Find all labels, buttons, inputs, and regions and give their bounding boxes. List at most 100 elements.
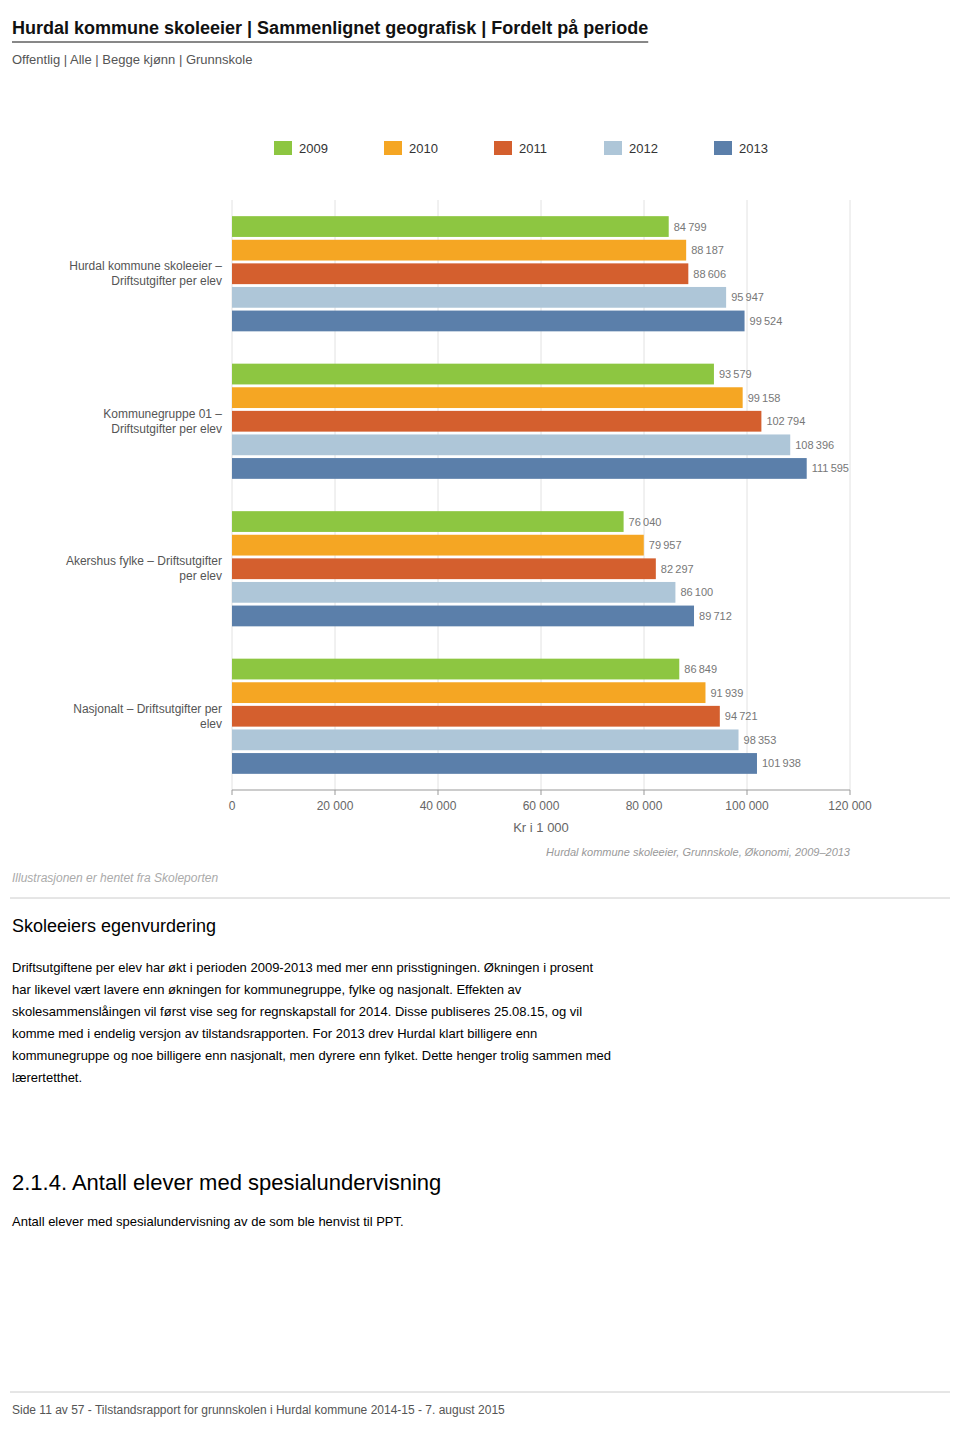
tick-label: 40 000: [420, 799, 457, 813]
tick-label: 80 000: [626, 799, 663, 813]
illustration-note: Illustrasjonen er hentet fra Skoleporten: [12, 871, 218, 885]
legend-label: 2011: [519, 141, 547, 156]
data-labels: 84 79988 18788 60695 94799 52493 57999 1…: [629, 221, 849, 770]
body-text: Driftsutgiftene per elev har økt i perio…: [12, 960, 611, 1085]
body-heading: Skoleeiers egenvurdering: [12, 916, 216, 936]
section-text: Antall elever med spesialundervisning av…: [12, 1214, 404, 1229]
page-svg: Hurdal kommune skoleeier | Sammenlignet …: [0, 0, 960, 1432]
data-label: 79 957: [649, 539, 682, 551]
x-axis: 020 00040 00060 00080 000100 000120 000K…: [229, 790, 872, 835]
bar: [232, 729, 739, 750]
legend-label: 2009: [299, 141, 328, 156]
data-label: 95 947: [731, 291, 764, 303]
footer-line: [10, 1392, 950, 1393]
bar: [232, 287, 726, 308]
data-label: 91 939: [710, 687, 743, 699]
text-line: per elev: [179, 569, 222, 583]
text-line: komme med i endelig versjon av tilstands…: [12, 1026, 537, 1041]
data-label: 111 595: [812, 462, 849, 474]
data-label: 94 721: [725, 710, 758, 722]
data-label: 101 938: [762, 757, 801, 769]
bar: [232, 387, 743, 408]
legend-swatch: [384, 141, 402, 155]
subtitle: Offentlig | Alle | Begge kjønn | Grunnsk…: [12, 52, 252, 67]
data-label: 82 297: [661, 563, 694, 575]
source-note: Hurdal kommune skoleeier, Grunnskole, Øk…: [546, 846, 851, 858]
legend-swatch: [494, 141, 512, 155]
tick-mark: [541, 790, 542, 795]
bar: [232, 606, 694, 627]
bar: [232, 659, 679, 680]
y-axis: Hurdal kommune skoleeier –Driftsutgifter…: [66, 259, 222, 731]
grid-line: [747, 200, 748, 790]
grid-line: [850, 200, 851, 790]
bar: [232, 311, 745, 332]
legend-label: 2012: [629, 141, 658, 156]
title: Hurdal kommune skoleeier | Sammenlignet …: [12, 18, 648, 38]
text-line: Driftsutgifter per elev: [111, 422, 222, 436]
title-underline: [12, 42, 648, 43]
data-label: 88 187: [691, 244, 724, 256]
category-label: Hurdal kommune skoleeier –Driftsutgifter…: [69, 259, 222, 288]
grid: [232, 200, 850, 790]
legend-label: 2013: [739, 141, 768, 156]
category-label: Nasjonalt – Driftsutgifter perelev: [73, 702, 222, 731]
section-heading: 2.1.4. Antall elever med spesialundervis…: [12, 1170, 441, 1195]
tick-mark: [850, 790, 851, 795]
bar: [232, 558, 656, 579]
text-line: Driftsutgifter per elev: [111, 274, 222, 288]
category-label: Akershus fylke – Driftsutgifterper elev: [66, 554, 222, 583]
bars: [232, 216, 807, 774]
legend-swatch: [604, 141, 622, 155]
text-line: lærertetthet.: [12, 1070, 82, 1085]
data-label: 86 849: [684, 663, 717, 675]
text-line: elev: [200, 717, 222, 731]
text-line: Hurdal kommune skoleeier –: [69, 259, 222, 273]
text-line: har likevel vært lavere enn økningen for…: [12, 982, 522, 997]
bar: [232, 511, 624, 532]
data-label: 99 524: [750, 315, 783, 327]
bar: [232, 240, 686, 261]
data-label: 102 794: [766, 415, 805, 427]
bar: [232, 753, 757, 774]
text-line: Akershus fylke – Driftsutgifter: [66, 554, 222, 568]
tick-mark: [438, 790, 439, 795]
bar: [232, 535, 644, 556]
bar: [232, 706, 720, 727]
legend-label: 2010: [409, 141, 438, 156]
bar: [232, 582, 675, 603]
data-label: 108 396: [795, 439, 834, 451]
tick-mark: [232, 790, 233, 795]
tick-label: 0: [229, 799, 236, 813]
data-label: 99 158: [748, 392, 781, 404]
tick-mark: [335, 790, 336, 795]
page: {"chart_data": { "type": "bar", "orienta…: [0, 0, 960, 1432]
tick-mark: [644, 790, 645, 795]
data-label: 86 100: [680, 586, 713, 598]
data-label: 76 040: [629, 516, 662, 528]
tick-mark: [747, 790, 748, 795]
bar: [232, 364, 714, 385]
text-line: skolesammenslåingen vil først vise seg f…: [12, 1004, 582, 1019]
tick-label: 60 000: [523, 799, 560, 813]
bar: [232, 682, 705, 703]
legend: 2009 2010 2011 2012 2013: [274, 141, 768, 156]
data-label: 88 606: [693, 268, 726, 280]
x-axis-line: [232, 790, 850, 791]
bar: [232, 263, 688, 284]
tick-label: 100 000: [725, 799, 769, 813]
bar: [232, 458, 807, 479]
bar: [232, 434, 790, 455]
bar: [232, 411, 761, 432]
tick-label: 20 000: [317, 799, 354, 813]
text-line: Driftsutgiftene per elev har økt i perio…: [12, 960, 593, 975]
tick-label: 120 000: [828, 799, 872, 813]
legend-swatch: [714, 141, 732, 155]
text-line: Nasjonalt – Driftsutgifter per: [73, 702, 222, 716]
data-label: 93 579: [719, 368, 752, 380]
legend-swatch: [274, 141, 292, 155]
divider: [10, 898, 950, 899]
text-line: kommunegruppe og noe billigere enn nasjo…: [12, 1048, 611, 1063]
text-line: Kommunegruppe 01 –: [103, 407, 222, 421]
data-label: 89 712: [699, 610, 732, 622]
